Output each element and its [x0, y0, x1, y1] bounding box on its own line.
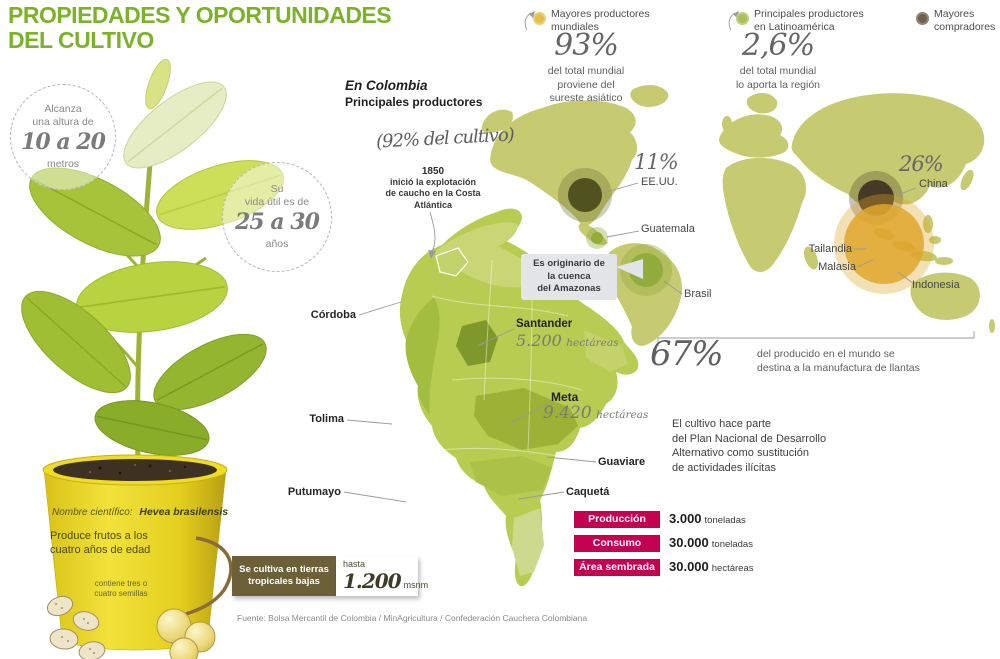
lifespan-unit: años [265, 238, 289, 251]
height-value: 10 a 20 [21, 129, 106, 156]
dept-santander: Santander [516, 318, 573, 330]
colombia-heading: En Colombia [345, 78, 428, 93]
meta-hectares-unit: hectáreas [596, 409, 649, 421]
table-row-area-sembrada: Área sembrada 30.000 hectáreas [574, 558, 754, 576]
tires-value: 67% [650, 334, 724, 374]
lifespan-value: 25 a 30 [235, 209, 320, 236]
santander-hectares-num: 5.200 [516, 331, 562, 350]
page-title-line2: DEL CULTIVO [8, 26, 154, 53]
brown-dot-icon [916, 12, 929, 25]
area-unit: hectáreas [711, 563, 754, 574]
meta-hectares-num: 9.420 [543, 403, 592, 423]
source-line: Fuente: Bolsa Mercantil de Colombia / Mi… [237, 613, 588, 623]
stat-26: 2,6% del total mundial lo aporta la regi… [718, 28, 838, 92]
marker-brasil [629, 253, 663, 287]
dept-caqueta: Caquetá [566, 486, 610, 498]
table-row-produccion: Producción 3.000 toneladas [574, 510, 746, 528]
height-callout: Alcanza una altura de 10 a 20 metros [10, 84, 116, 190]
history-note: 1850 inició la explotación de caucho en … [382, 166, 484, 211]
legend-dot-producers [533, 12, 546, 25]
marker-southeast-asia-halo [834, 194, 934, 294]
yellow-dot-icon [533, 12, 546, 25]
stat-93-text: del total mundial proviene del sureste a… [547, 65, 625, 105]
tires-text: del producido en el mundo se destina a l… [757, 348, 920, 374]
dept-santander-value: 5.200 hectáreas [516, 331, 618, 351]
stat-26-value: 2,6% [741, 28, 815, 63]
colombia-subheading: Principales productores [345, 95, 483, 109]
table-label-area-sembrada: Área sembrada [574, 558, 660, 576]
legend-dot-buyers [916, 12, 929, 25]
stat-93-value: 93% [554, 28, 619, 63]
area-num: 30.000 [669, 559, 709, 574]
brasil-label: Brasil [684, 288, 712, 300]
table-row-consumo: Consumo 30.000 toneladas [574, 534, 753, 552]
consumo-num: 30.000 [669, 535, 709, 550]
table-label-consumo: Consumo [574, 534, 660, 552]
lifespan-pre1: Su [270, 183, 284, 196]
height-unit: metros [46, 158, 80, 171]
lifespan-pre2: vida útil es de [244, 195, 310, 208]
dept-guaviare: Guaviare [598, 456, 646, 468]
plan-text: El cultivo hace parte del Plan Nacional … [672, 418, 827, 474]
height-pre1: Alcanza [44, 103, 82, 116]
china-label: China [919, 178, 948, 190]
altitude-pre: hasta [343, 559, 366, 569]
table-value-produccion: 3.000 toneladas [669, 510, 746, 528]
green-dot-icon [736, 12, 749, 25]
lifespan-callout: Su vida útil es de 25 a 30 años [222, 162, 332, 272]
altitude-box: Se cultiva en tierras tropicales bajas [232, 556, 336, 596]
scientific-name-label: Nombre científico: [52, 507, 133, 518]
legend-label-buyers: Mayores compradores [934, 8, 996, 34]
history-text: inició la explotación de caucho en la Co… [385, 177, 481, 210]
marker-southeast-asia [844, 204, 924, 284]
dept-meta-value: 9.420 hectáreas [543, 403, 648, 423]
altitude-value: 1.200 [343, 569, 402, 593]
page-title: PROPIEDADES Y OPORTUNIDADES DEL CULTIVO [8, 2, 392, 53]
scientific-name-line: Nombre científico: Hevea brasilensis [52, 506, 242, 518]
legend-label-latam: Principales productores en Latinoamérica [754, 8, 864, 34]
marker-usa-halo [558, 168, 612, 222]
marker-guatemala [591, 232, 603, 244]
altitude-unit: msnm [403, 580, 429, 590]
produccion-num: 3.000 [669, 511, 702, 526]
scientific-name: Hevea brasilensis [139, 506, 229, 518]
fruit-text: Produce frutos a los cuatro años de edad [50, 530, 151, 557]
table-value-consumo: 30.000 toneladas [669, 534, 753, 552]
height-pre2: una altura de [32, 115, 94, 128]
altitude-callout: Se cultiva en tierras tropicales bajas h… [232, 556, 428, 596]
dept-cordoba: Córdoba [310, 309, 356, 321]
malasia-label: Malasia [818, 261, 856, 273]
marker-brasil-halo [620, 244, 672, 296]
marker-usa [568, 178, 602, 212]
history-year: 1850 [421, 166, 445, 177]
marker-guatemala-halo [586, 227, 608, 249]
consumo-unit: toneladas [711, 539, 753, 550]
usa-label: EE.UU. [641, 176, 678, 188]
dept-meta: Meta [551, 390, 579, 404]
stat-93: 93% del total mundial proviene del sures… [528, 28, 644, 106]
seed-text: contiene tres o cuatro semillas [94, 579, 148, 598]
santander-hectares-unit: hectáreas [566, 337, 619, 349]
usa-value: 11% [634, 150, 679, 174]
origin-note: Es originario de la cuenca del Amazonas [521, 254, 617, 300]
table-value-area-sembrada: 30.000 hectáreas [669, 558, 754, 576]
legend-dot-latam [736, 12, 749, 25]
guatemala-label: Guatemala [641, 223, 695, 235]
dept-putumayo: Putumayo [287, 486, 341, 498]
dept-tolima: Tolima [309, 413, 344, 425]
tailandia-label: Tailandia [808, 243, 852, 255]
page-title-line1: PROPIEDADES Y OPORTUNIDADES [8, 2, 392, 28]
rubber-plant-illustration [21, 58, 284, 659]
china-value: 26% [899, 152, 944, 176]
produccion-unit: toneladas [704, 515, 746, 526]
stat-26-text: del total mundial lo aporta la región [735, 65, 821, 91]
indonesia-label: Indonesia [912, 279, 960, 291]
table-label-produccion: Producción [574, 510, 660, 528]
altitude-value-box: hasta 1.200 msnm [336, 556, 428, 596]
legend-label-producers: Mayores productores mundiales [551, 8, 650, 34]
